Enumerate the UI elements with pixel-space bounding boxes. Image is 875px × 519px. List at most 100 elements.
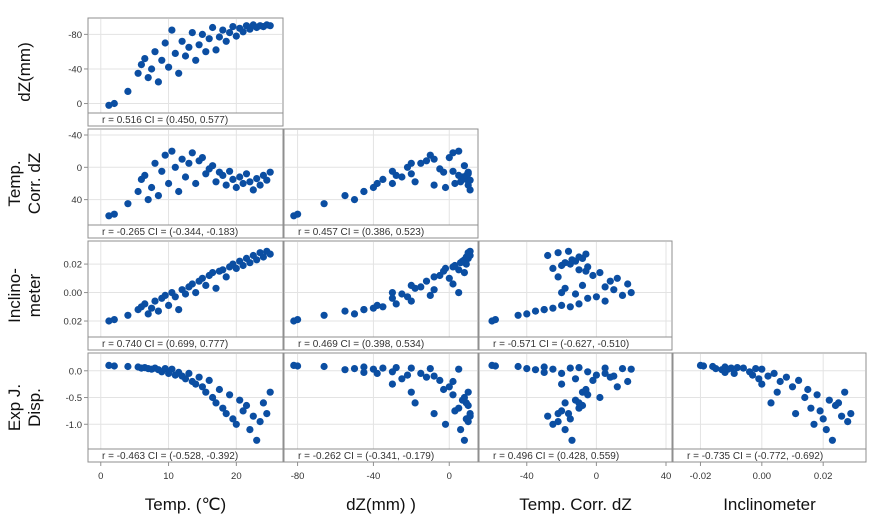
data-point [575, 266, 583, 274]
data-point [464, 250, 472, 258]
data-point [426, 291, 434, 299]
data-point [212, 399, 220, 407]
data-point [388, 179, 396, 188]
data-point [589, 376, 597, 384]
y-tick-label: 0.0 [69, 366, 82, 377]
data-point [445, 154, 453, 162]
data-point [151, 159, 159, 167]
data-point [242, 170, 251, 178]
data-point [256, 418, 264, 426]
data-point [834, 399, 843, 407]
data-point [782, 373, 791, 381]
data-point [232, 32, 240, 40]
data-point [195, 373, 203, 381]
data-point [259, 253, 267, 261]
data-point [253, 256, 261, 264]
data-point [436, 376, 444, 384]
data-point [411, 399, 419, 407]
data-point [564, 247, 573, 255]
y-tick-label: 0 [77, 99, 82, 110]
data-point [466, 176, 474, 184]
panel-frame [87, 128, 284, 239]
data-point [549, 365, 557, 373]
data-point [430, 372, 438, 380]
data-point [209, 393, 217, 402]
x-tick-label: -40 [520, 471, 534, 482]
y-tick-label: -40 [68, 64, 82, 75]
data-point [388, 289, 396, 297]
data-point [568, 256, 576, 264]
x-tick-label: 0.02 [814, 471, 833, 482]
data-point [514, 311, 522, 319]
data-point [249, 186, 257, 194]
data-point [606, 373, 614, 381]
data-point [192, 56, 200, 64]
data-point [215, 33, 223, 41]
column-label-incl: Inclinometer [723, 495, 816, 514]
data-point [188, 280, 196, 288]
correlation-label: r = 0.516 CI = (0.450, 0.577) [102, 115, 228, 126]
data-point [185, 43, 193, 51]
data-point [185, 369, 193, 377]
data-point [232, 420, 240, 428]
data-point [151, 297, 159, 305]
data-point [430, 410, 438, 418]
x-tick-label: 40 [661, 471, 672, 482]
data-point [589, 271, 597, 280]
data-point [584, 263, 592, 271]
data-point [398, 290, 406, 298]
data-point [825, 396, 833, 404]
data-point [575, 364, 583, 372]
data-point [222, 273, 230, 281]
data-point [175, 306, 183, 314]
data-point [388, 167, 396, 175]
data-point [373, 301, 381, 309]
panel-dz-vs-temp: r = 0.516 CI = (0.450, 0.577) [87, 17, 284, 127]
data-point [749, 371, 757, 379]
data-point [239, 407, 247, 415]
data-point [294, 316, 302, 324]
data-point [379, 303, 387, 311]
data-point [558, 380, 566, 388]
y-tick-label: -80 [68, 30, 82, 41]
data-point [841, 388, 849, 396]
data-point [441, 420, 450, 428]
data-point [571, 375, 580, 383]
data-point [105, 212, 113, 220]
data-point [544, 251, 552, 260]
data-point [239, 179, 247, 188]
data-point [417, 159, 425, 167]
data-point [819, 415, 827, 423]
data-point [451, 407, 459, 415]
data-point [360, 368, 368, 376]
data-point [566, 364, 574, 372]
correlation-label: r = 0.469 CI = (0.398, 0.534) [298, 339, 424, 350]
row-label-incl: Inclino-meter [5, 268, 44, 323]
data-point [165, 179, 173, 188]
data-point [154, 192, 162, 200]
data-point [596, 393, 604, 402]
data-point [229, 23, 237, 31]
y-tick-label: -1.0 [66, 420, 82, 431]
data-point [188, 28, 196, 37]
data-point [549, 264, 557, 272]
data-point [185, 159, 193, 167]
data-point [549, 304, 557, 312]
data-point [195, 41, 203, 49]
panel-frame [87, 17, 284, 127]
data-point [455, 365, 463, 373]
data-point [161, 39, 169, 47]
data-point [584, 294, 592, 302]
data-point [561, 284, 569, 292]
data-point [767, 399, 775, 407]
data-point [455, 147, 463, 155]
data-point [379, 175, 387, 183]
data-point [388, 368, 396, 376]
data-point [205, 376, 213, 384]
data-point [795, 376, 803, 384]
data-point [171, 163, 179, 171]
data-point [392, 300, 400, 308]
correlation-label: r = -0.571 CI = (-0.627, -0.510) [493, 339, 629, 350]
panel-incl-vs-tcdz: r = -0.571 CI = (-0.627, -0.510) [478, 240, 673, 351]
